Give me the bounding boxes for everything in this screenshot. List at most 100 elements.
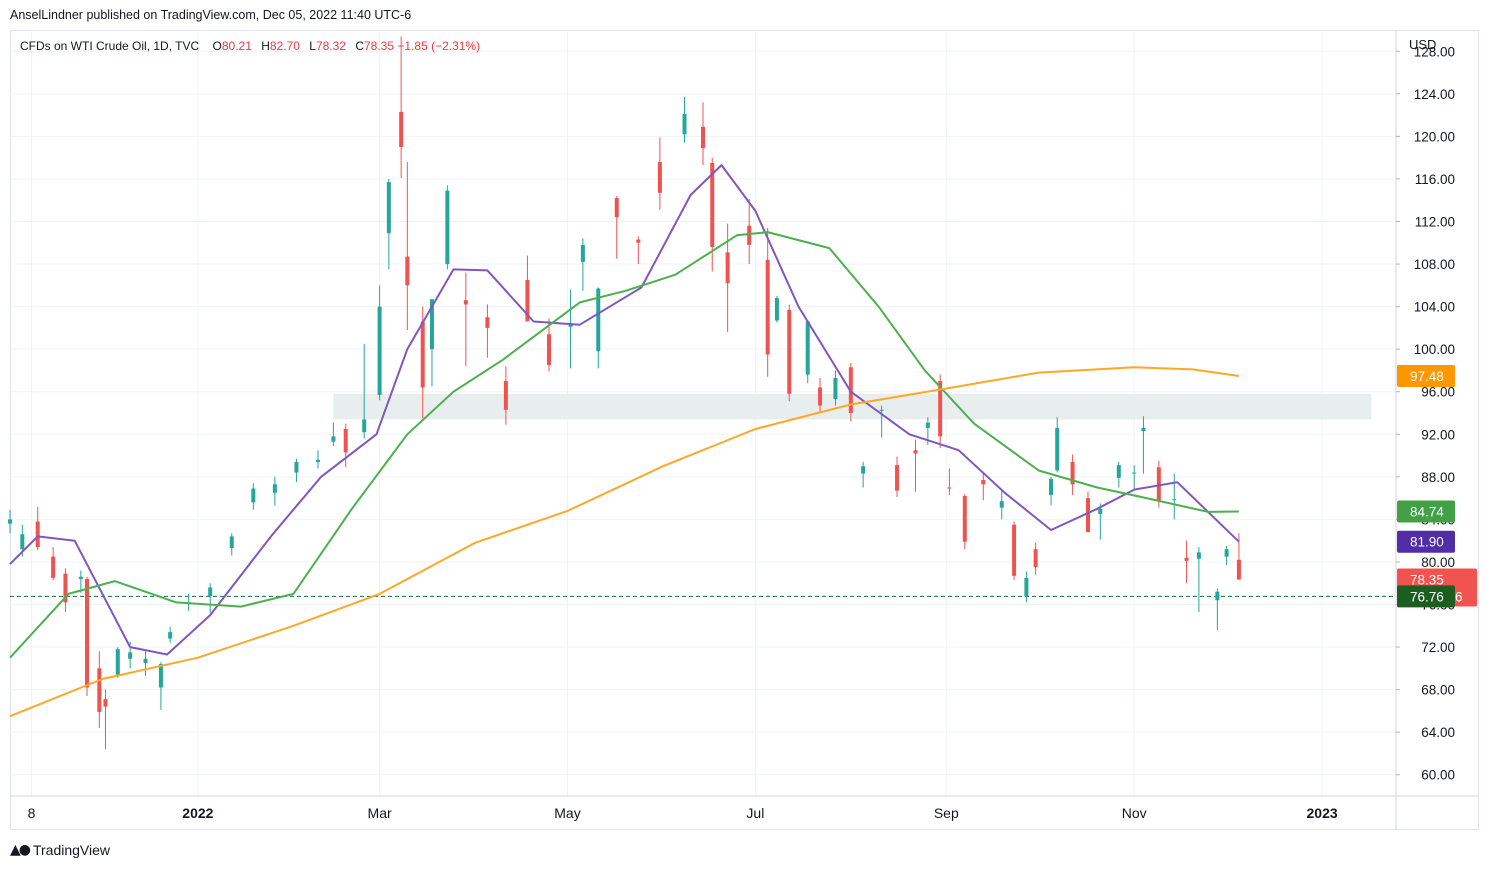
candle-body[interactable]: [343, 428, 348, 453]
candle-body[interactable]: [503, 381, 508, 410]
candle-body[interactable]: [833, 377, 838, 400]
candle-body[interactable]: [765, 259, 770, 355]
price-badge: [1397, 585, 1455, 608]
candle-body[interactable]: [97, 668, 102, 712]
candle-body[interactable]: [1184, 557, 1189, 561]
candle-body[interactable]: [805, 321, 810, 375]
candle-body[interactable]: [1224, 549, 1229, 557]
tradingview-wordmark: TradingView: [32, 842, 111, 858]
candle-body[interactable]: [981, 480, 986, 485]
candle-body[interactable]: [331, 436, 336, 442]
candle-body[interactable]: [128, 652, 133, 659]
candle-body[interactable]: [420, 321, 425, 388]
tradingview-logo[interactable]: ▲● TradingView: [10, 842, 110, 858]
price-tick-label: 60.00: [1421, 768, 1455, 783]
candle-body[interactable]: [316, 459, 320, 462]
candle-body[interactable]: [386, 182, 391, 234]
price-badge: [1397, 500, 1455, 523]
candle-body[interactable]: [463, 300, 468, 305]
candle-body[interactable]: [999, 501, 1004, 508]
candle-body[interactable]: [294, 461, 299, 473]
moving-average-line-1[interactable]: [9, 164, 1240, 656]
candle-body[interactable]: [725, 252, 730, 284]
candle-body[interactable]: [962, 495, 967, 542]
candle-body[interactable]: [272, 484, 277, 493]
candle-body[interactable]: [1086, 498, 1090, 533]
candle-body[interactable]: [525, 280, 530, 322]
candle-body[interactable]: [8, 519, 12, 524]
candles-layer: [8, 36, 1241, 750]
candle-body[interactable]: [429, 299, 434, 350]
candle-body[interactable]: [580, 244, 585, 262]
candle-body[interactable]: [445, 190, 450, 265]
candle-body[interactable]: [938, 381, 943, 437]
candle-body[interactable]: [208, 587, 213, 596]
candle-body[interactable]: [1116, 465, 1121, 478]
candle-body[interactable]: [636, 239, 641, 243]
candle-body[interactable]: [1172, 499, 1177, 501]
candle-body[interactable]: [568, 323, 573, 327]
candle-body[interactable]: [115, 649, 120, 675]
publisher-line: AnselLindner published on TradingView.co…: [10, 8, 412, 22]
candle-body[interactable]: [1156, 467, 1161, 501]
candle-body[interactable]: [1049, 478, 1054, 495]
candle-body[interactable]: [35, 521, 40, 548]
candle-body[interactable]: [362, 419, 367, 433]
candle-body[interactable]: [895, 465, 900, 491]
candle-body[interactable]: [377, 306, 382, 395]
candle-body[interactable]: [947, 487, 952, 489]
candle-body[interactable]: [1033, 549, 1038, 568]
candle-body[interactable]: [1070, 461, 1075, 485]
candle-body[interactable]: [1196, 552, 1201, 559]
candle-body[interactable]: [143, 658, 148, 664]
candle-body[interactable]: [787, 309, 792, 394]
legend-change: −1.85 (−2.31%): [397, 39, 481, 53]
candle-body[interactable]: [913, 450, 918, 454]
candle-body[interactable]: [614, 198, 619, 218]
candle-body[interactable]: [774, 298, 779, 321]
candle-body[interactable]: [1098, 508, 1103, 515]
candle-body[interactable]: [682, 114, 687, 135]
candle-body[interactable]: [20, 534, 25, 550]
price-tick-label: 88.00: [1421, 470, 1455, 485]
candle-body[interactable]: [1236, 559, 1241, 580]
price-badge-label: 78.35: [1410, 572, 1444, 587]
time-axis: 8 2022 Mar May Jul Sep Nov 2023: [28, 805, 1338, 821]
candle-body[interactable]: [547, 334, 551, 366]
candle-body[interactable]: [78, 576, 83, 579]
candle-body[interactable]: [747, 225, 752, 245]
candle-body[interactable]: [596, 288, 601, 352]
candle-body[interactable]: [51, 556, 56, 578]
candle-body[interactable]: [103, 699, 108, 707]
moving-average-line-2[interactable]: [9, 231, 1239, 659]
candle-body[interactable]: [925, 422, 930, 428]
candle-body[interactable]: [1141, 427, 1146, 432]
candle-body[interactable]: [485, 317, 490, 328]
candle-body[interactable]: [657, 161, 662, 193]
chart-frame: [10, 30, 1479, 830]
candle-body[interactable]: [158, 664, 163, 688]
candle-body[interactable]: [405, 256, 410, 286]
candle-body[interactable]: [701, 126, 705, 149]
candle-body[interactable]: [818, 387, 823, 406]
moving-average-line-3[interactable]: [9, 366, 1240, 718]
symbol-legend: CFDs on WTI Crude Oil, 1D, TVC O80.21 H8…: [20, 39, 480, 53]
candle-body[interactable]: [710, 162, 715, 248]
candle-body[interactable]: [168, 632, 173, 639]
candle-body[interactable]: [63, 573, 68, 603]
candle-body[interactable]: [879, 409, 884, 411]
candle-body[interactable]: [861, 466, 866, 474]
candle-body[interactable]: [1215, 591, 1220, 601]
price-tick-label: 72.00: [1421, 640, 1455, 655]
candle-body[interactable]: [1024, 577, 1029, 596]
candle-body[interactable]: [229, 536, 234, 549]
candle-body[interactable]: [399, 111, 404, 148]
candle-body[interactable]: [251, 488, 256, 503]
candle-body[interactable]: [1012, 524, 1017, 576]
candle-body[interactable]: [1132, 472, 1137, 474]
currency-label[interactable]: USD: [1409, 37, 1437, 52]
candle-body[interactable]: [85, 578, 89, 688]
candle-body[interactable]: [1055, 427, 1060, 471]
time-tick-label: Mar: [368, 805, 392, 821]
